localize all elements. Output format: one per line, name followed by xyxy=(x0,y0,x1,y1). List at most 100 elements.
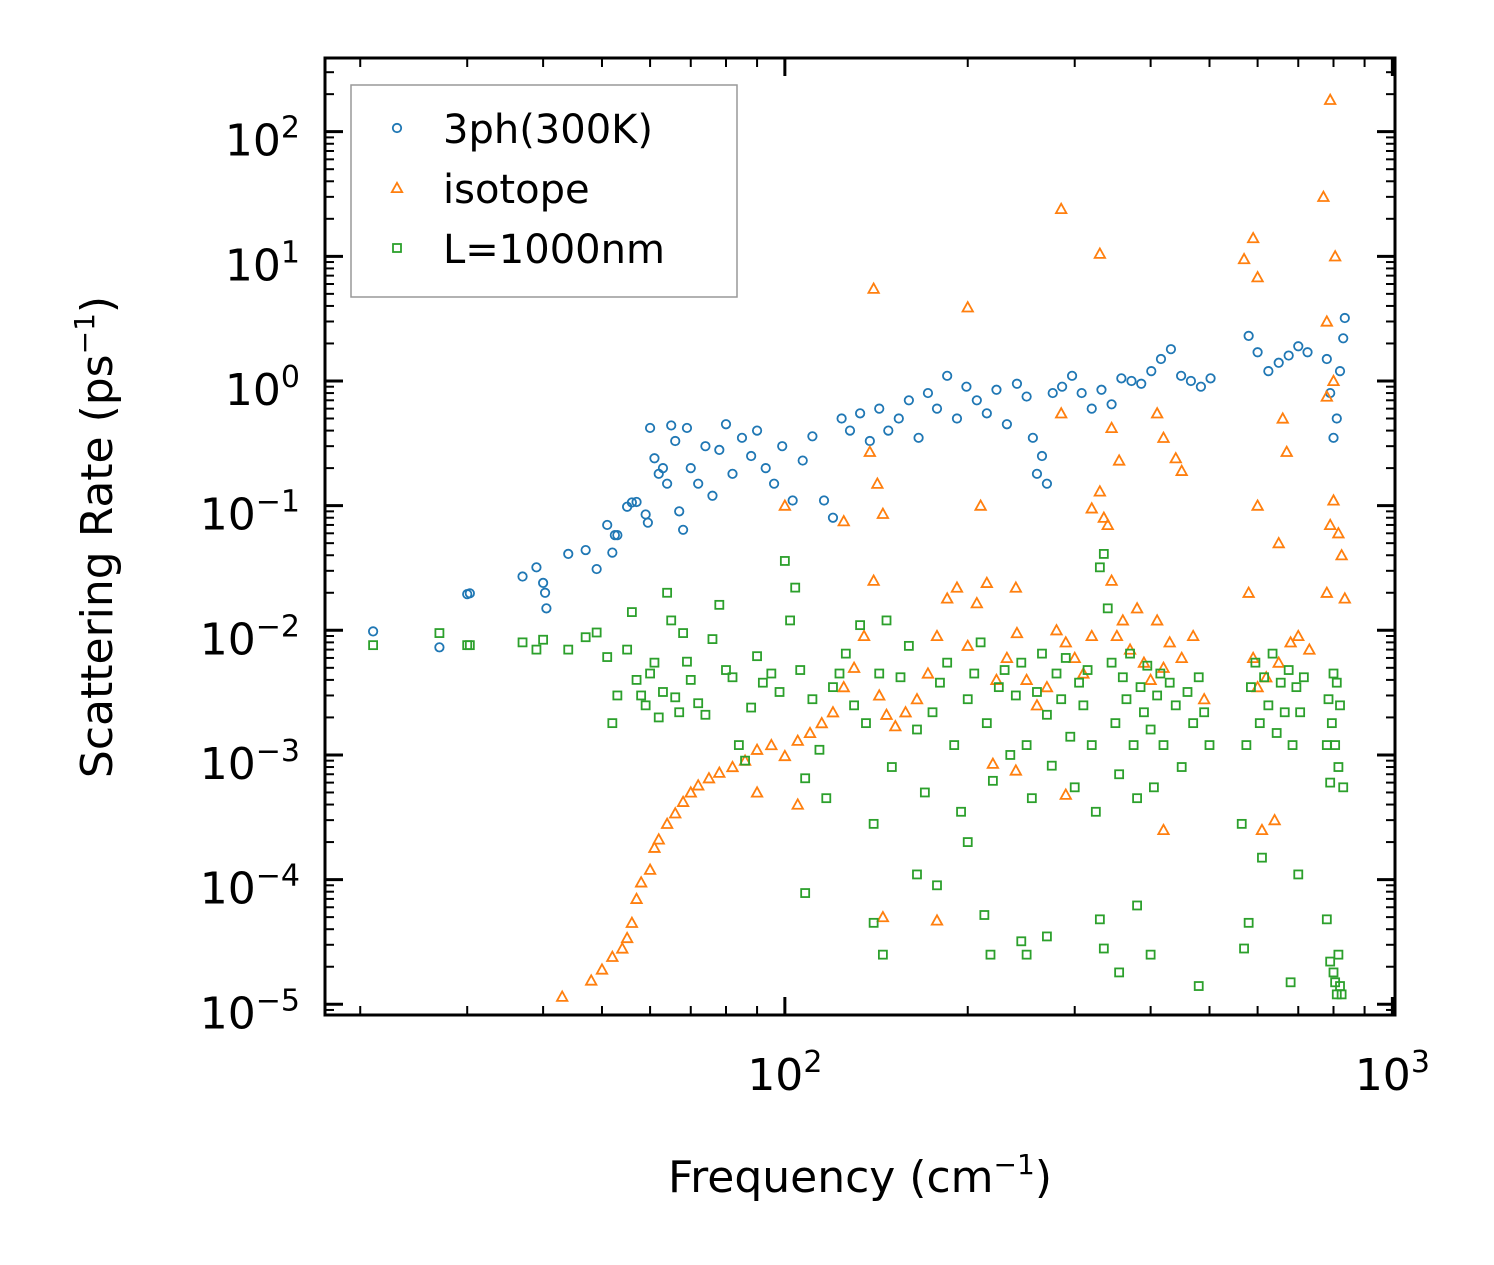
data-point xyxy=(993,682,1004,693)
y-axis-title: Scattering Rate (ps−1) xyxy=(68,296,123,778)
data-point xyxy=(1098,943,1109,954)
data-point xyxy=(676,794,690,807)
data-point xyxy=(844,425,856,436)
data-point xyxy=(714,599,725,610)
data-point xyxy=(1150,406,1164,419)
data-point xyxy=(612,690,623,701)
data-point xyxy=(1205,373,1216,384)
data-point xyxy=(1252,347,1263,358)
data-point xyxy=(1155,668,1166,679)
data-point xyxy=(986,756,1000,769)
data-point xyxy=(721,665,731,675)
data-point xyxy=(778,498,792,511)
data-point xyxy=(1021,740,1032,750)
data-point xyxy=(658,687,668,697)
data-point xyxy=(874,403,885,414)
data-point xyxy=(1174,650,1189,664)
data-point xyxy=(797,455,808,466)
data-point xyxy=(1054,406,1068,419)
data-point xyxy=(807,694,818,705)
data-point xyxy=(1152,690,1163,701)
data-point xyxy=(872,688,886,701)
data-point xyxy=(1254,718,1265,729)
data-point xyxy=(877,949,888,960)
data-point xyxy=(919,787,930,798)
data-point xyxy=(777,441,788,452)
y-tick-label: 10−3 xyxy=(200,734,300,790)
data-point xyxy=(1136,378,1147,389)
data-point xyxy=(935,677,945,688)
data-point xyxy=(644,422,656,434)
data-point xyxy=(645,668,655,679)
data-point xyxy=(1106,657,1117,668)
data-point xyxy=(1060,653,1071,663)
data-point xyxy=(942,370,953,381)
data-point xyxy=(879,707,894,720)
data-point xyxy=(1333,949,1344,960)
data-point xyxy=(1199,707,1210,718)
data-point xyxy=(971,395,982,406)
data-point xyxy=(961,638,975,651)
data-point xyxy=(580,544,591,556)
data-point xyxy=(898,705,913,718)
data-point xyxy=(1145,724,1156,735)
data-point xyxy=(602,519,613,531)
data-point xyxy=(1106,399,1117,410)
data-point xyxy=(1176,762,1187,772)
data-point xyxy=(1026,793,1037,804)
data-point xyxy=(1094,562,1105,573)
data-point xyxy=(626,607,637,617)
data-point xyxy=(1112,453,1126,466)
data-point xyxy=(774,687,785,697)
data-point xyxy=(1042,931,1052,942)
data-point xyxy=(1126,375,1137,387)
data-point xyxy=(670,692,681,703)
data-point xyxy=(790,582,801,593)
data-point xyxy=(864,435,875,447)
data-point xyxy=(847,660,861,673)
data-point xyxy=(1193,981,1204,991)
data-point xyxy=(563,548,574,560)
data-point xyxy=(1328,668,1339,679)
legend-box xyxy=(350,84,738,298)
data-point xyxy=(1325,777,1336,788)
data-point xyxy=(1016,657,1027,668)
data-point xyxy=(1263,700,1274,711)
data-point xyxy=(1246,231,1260,244)
data-point xyxy=(975,637,986,648)
data-point xyxy=(464,588,475,599)
data-point xyxy=(1005,750,1016,760)
data-point xyxy=(876,506,890,519)
data-point xyxy=(1330,740,1341,750)
data-point xyxy=(631,674,642,685)
data-point xyxy=(893,413,904,424)
y-tick-label: 10−5 xyxy=(200,983,300,1039)
data-point xyxy=(1276,411,1290,424)
data-point xyxy=(674,707,685,718)
data-point xyxy=(1323,694,1334,705)
data-point xyxy=(800,773,811,784)
data-point xyxy=(942,657,953,668)
data-point xyxy=(1204,740,1215,750)
data-point xyxy=(836,413,847,424)
data-point xyxy=(910,692,924,705)
data-point xyxy=(1135,682,1146,693)
data-point xyxy=(649,453,660,464)
data-point xyxy=(985,949,996,960)
data-point xyxy=(1293,341,1304,352)
data-point xyxy=(1176,370,1187,381)
data-point xyxy=(1237,252,1251,265)
data-point xyxy=(903,395,914,406)
data-point xyxy=(1074,677,1084,688)
data-point xyxy=(1086,403,1097,414)
data-point xyxy=(1076,387,1087,399)
data-point xyxy=(834,668,845,679)
data-point xyxy=(702,771,716,784)
data-point xyxy=(1283,635,1298,648)
data-point xyxy=(751,425,763,436)
data-point xyxy=(922,387,934,399)
data-point xyxy=(612,530,623,541)
data-point xyxy=(1078,700,1089,711)
data-point xyxy=(1110,718,1121,729)
data-point xyxy=(1320,389,1334,402)
